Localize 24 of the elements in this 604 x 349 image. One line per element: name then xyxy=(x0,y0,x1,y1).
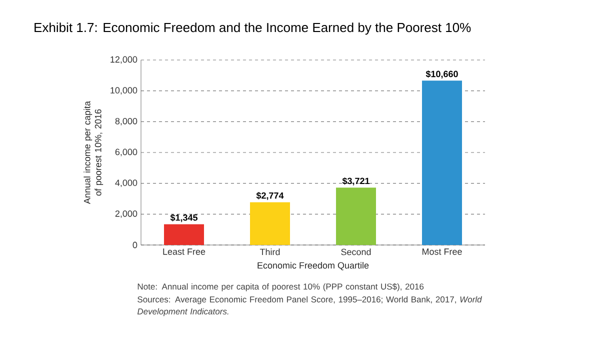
x-tick-label: Third xyxy=(260,248,280,256)
bar xyxy=(164,224,204,245)
x-tick-label: Second xyxy=(341,248,371,256)
x-tick-label: Most Free xyxy=(422,248,462,255)
x-tick-label: Least Free xyxy=(163,248,206,255)
x-axis-title: Economic Freedom Quartile xyxy=(258,262,369,270)
y-tick-label: 6,000 xyxy=(115,148,138,156)
y-tick-label: 10,000 xyxy=(110,87,138,95)
bar xyxy=(422,80,462,245)
text: Sources: Average Economic Freedom Panel Score, 1995–2016; World Bank, 2017, World Development Indicators. xyxy=(137,296,482,316)
bar xyxy=(250,202,290,245)
data-label: $3,721 xyxy=(342,177,370,186)
y-tick-label: 12,000 xyxy=(110,56,138,64)
y-tick-label: 8,000 xyxy=(115,118,138,126)
y-tick-label: 2,000 xyxy=(115,210,138,218)
data-label: $10,660 xyxy=(426,70,458,78)
y-tick-label: 0 xyxy=(132,242,138,248)
data-label: $2,774 xyxy=(256,192,284,200)
y-axis-title: Annual income per capita of poorest 10%, 2016 xyxy=(84,101,104,204)
text: Note: Annual income per capita of poorest 10% (PPP constant US$), 2016 xyxy=(138,283,424,292)
y-tick-label: 4,000 xyxy=(115,180,138,188)
bar xyxy=(336,188,376,245)
data-label: $1,345 xyxy=(170,214,198,222)
chart-title: Exhibit 1.7: Economic Freedom and the Income Earned by the Poorest 10% xyxy=(34,22,471,35)
